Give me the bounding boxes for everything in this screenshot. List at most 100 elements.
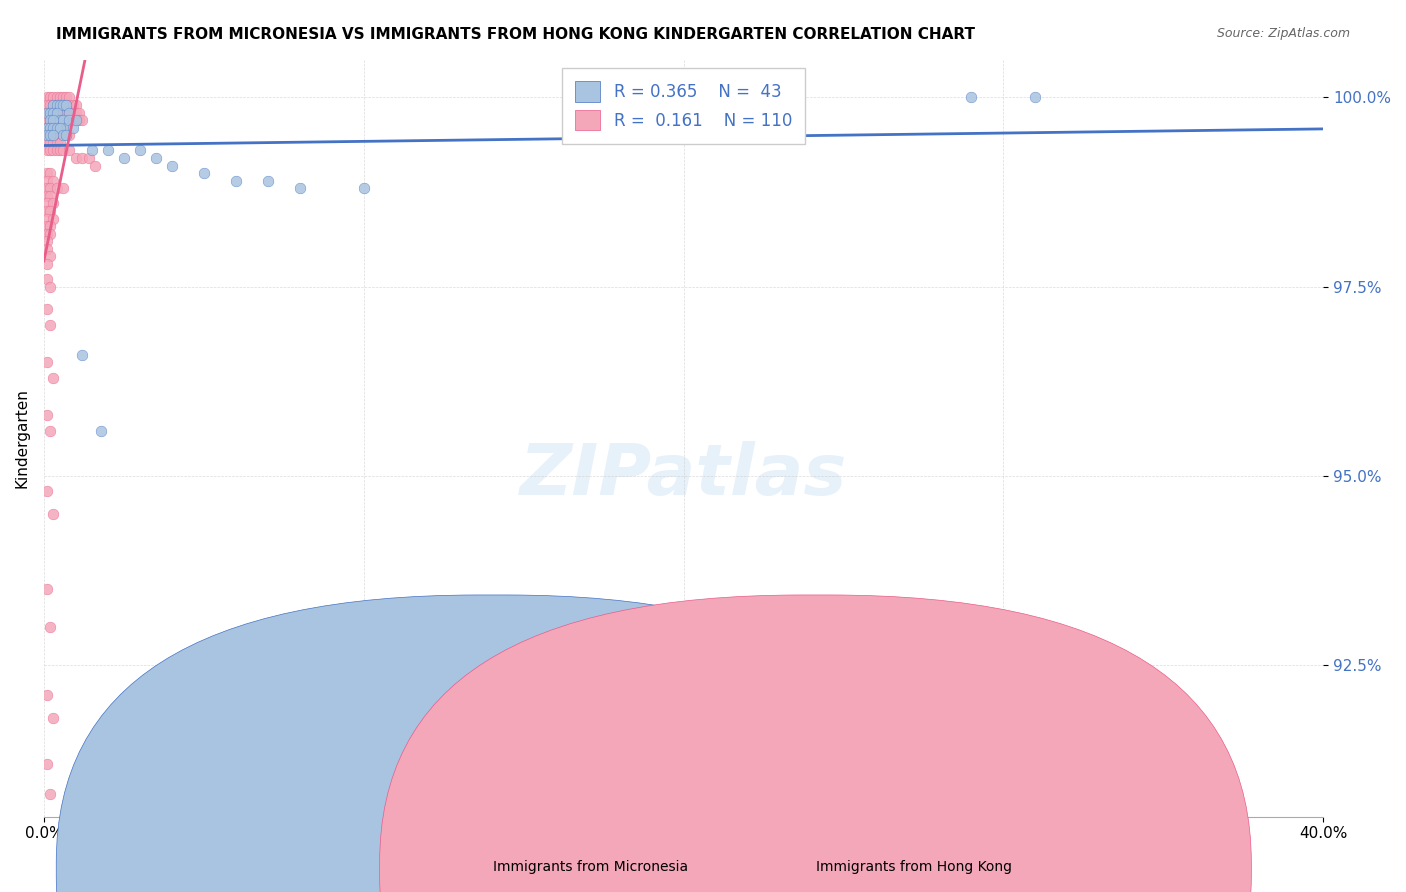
Point	[225, 174, 247, 188]
Point	[52, 98, 75, 112]
Point	[65, 113, 87, 128]
Point	[39, 227, 62, 241]
Point	[42, 113, 65, 128]
Point	[39, 166, 62, 180]
Point	[39, 144, 62, 158]
Point	[35, 144, 58, 158]
Point	[67, 105, 90, 120]
Point	[67, 113, 90, 128]
Point	[42, 136, 65, 150]
Point	[39, 113, 62, 128]
Point	[42, 507, 65, 521]
Text: ZIPatlas: ZIPatlas	[520, 442, 848, 510]
Point	[45, 98, 67, 112]
Point	[35, 756, 58, 771]
Point	[45, 120, 67, 135]
Point	[35, 181, 58, 195]
Point	[39, 105, 62, 120]
Point	[42, 144, 65, 158]
Point	[35, 302, 58, 317]
Point	[72, 348, 94, 362]
Point	[39, 219, 62, 234]
Point	[39, 249, 62, 263]
Point	[80, 144, 103, 158]
Point	[39, 120, 62, 135]
Point	[45, 120, 67, 135]
Point	[288, 181, 311, 195]
Point	[1024, 90, 1046, 104]
Point	[65, 113, 87, 128]
Point	[42, 174, 65, 188]
Point	[49, 113, 72, 128]
Point	[35, 105, 58, 120]
Point	[35, 120, 58, 135]
Point	[39, 120, 62, 135]
Point	[35, 219, 58, 234]
Point	[55, 90, 77, 104]
Point	[39, 787, 62, 801]
Point	[62, 113, 84, 128]
Point	[58, 113, 80, 128]
Point	[49, 120, 72, 135]
Point	[52, 105, 75, 120]
Point	[45, 136, 67, 150]
Point	[58, 105, 80, 120]
Point	[52, 98, 75, 112]
Point	[58, 113, 80, 128]
Point	[55, 128, 77, 143]
Point	[49, 120, 72, 135]
Point	[65, 105, 87, 120]
Point	[49, 98, 72, 112]
Point	[58, 90, 80, 104]
Point	[45, 128, 67, 143]
Point	[42, 711, 65, 725]
Point	[39, 620, 62, 634]
Point	[55, 113, 77, 128]
Point	[62, 120, 84, 135]
Point	[35, 689, 58, 703]
Y-axis label: Kindergarten: Kindergarten	[15, 388, 30, 488]
Point	[90, 424, 112, 438]
Point	[960, 90, 983, 104]
Point	[72, 113, 94, 128]
Legend: R = 0.365    N =  43, R =  0.161    N = 110: R = 0.365 N = 43, R = 0.161 N = 110	[562, 68, 806, 144]
Point	[42, 128, 65, 143]
Point	[35, 234, 58, 248]
Point	[39, 136, 62, 150]
Point	[39, 105, 62, 120]
Point	[55, 105, 77, 120]
Point	[49, 113, 72, 128]
Point	[42, 105, 65, 120]
Point	[39, 189, 62, 203]
Point	[256, 174, 278, 188]
Point	[45, 144, 67, 158]
Point	[35, 196, 58, 211]
Point	[45, 98, 67, 112]
Point	[42, 120, 65, 135]
Point	[35, 128, 58, 143]
Point	[72, 151, 94, 165]
Point	[84, 159, 107, 173]
Point	[45, 105, 67, 120]
Point	[39, 279, 62, 293]
Point	[42, 113, 65, 128]
Point	[49, 136, 72, 150]
Text: Immigrants from Micronesia: Immigrants from Micronesia	[494, 860, 688, 874]
Point	[52, 113, 75, 128]
Point	[49, 90, 72, 104]
Point	[52, 113, 75, 128]
Point	[193, 166, 215, 180]
Point	[35, 409, 58, 423]
Point	[55, 128, 77, 143]
Point	[52, 128, 75, 143]
Point	[35, 113, 58, 128]
Point	[45, 113, 67, 128]
Point	[97, 144, 120, 158]
Text: Source: ZipAtlas.com: Source: ZipAtlas.com	[1216, 27, 1350, 40]
Point	[35, 136, 58, 150]
Point	[160, 159, 183, 173]
Point	[145, 151, 167, 165]
Point	[35, 257, 58, 271]
Point	[35, 90, 58, 104]
Point	[353, 181, 375, 195]
